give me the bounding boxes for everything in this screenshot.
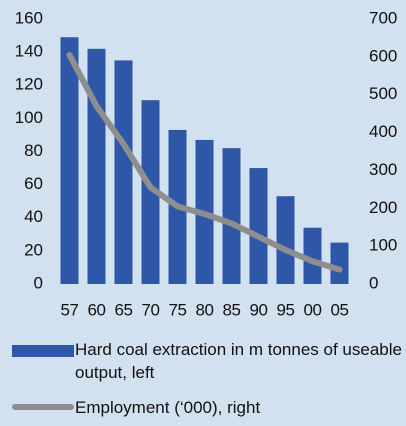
x-tick-label: 57 (61, 300, 79, 319)
bar (222, 148, 241, 284)
y-tick-label: 0 (34, 273, 43, 292)
bar (60, 37, 79, 284)
bar (87, 48, 106, 284)
y2-tick-label: 400 (369, 122, 397, 141)
y-tick-label: 80 (24, 141, 43, 160)
x-tick-label: 00 (304, 300, 322, 319)
bar (249, 168, 268, 284)
y2-tick-label: 700 (369, 8, 397, 27)
y-tick-label: 40 (24, 207, 43, 226)
x-tick-label: 70 (142, 300, 160, 319)
x-tick-label: 90 (250, 300, 268, 319)
legend-bar: Hard coal extraction in m tonnes of usea… (0, 338, 406, 388)
y-tick-label: 20 (24, 240, 43, 259)
y2-tick-label: 500 (369, 84, 397, 103)
x-tick-label: 80 (196, 300, 214, 319)
x-tick-label: 95 (277, 300, 295, 319)
x-tick-label: 05 (331, 300, 349, 319)
y-tick-label: 160 (15, 8, 43, 27)
y-tick-label: 60 (24, 174, 43, 193)
y2-tick-label: 300 (369, 160, 397, 179)
y2-tick-label: 100 (369, 236, 397, 255)
y-tick-label: 120 (15, 75, 43, 94)
line (66, 51, 343, 273)
y-tick-label: 140 (15, 42, 43, 61)
bar (141, 100, 160, 284)
legend-swatch (12, 345, 74, 357)
y2-tick-label: 0 (369, 273, 378, 292)
legend-swatch (12, 404, 74, 410)
legend-line: Employment (‘000), right (0, 396, 406, 420)
x-tick-label: 60 (88, 300, 106, 319)
x-tick-label: 85 (223, 300, 241, 319)
bar (276, 196, 295, 284)
bar (303, 227, 322, 284)
y2-tick-label: 600 (369, 46, 397, 65)
plot: 0204060801001201401600100200300400500600… (15, 8, 398, 319)
x-tick-label: 65 (115, 300, 133, 319)
y-tick-label: 100 (15, 108, 43, 127)
legend-label: Hard coal extraction in m tonnes of usea… (75, 340, 402, 382)
y2-tick-label: 200 (369, 198, 397, 217)
bar (330, 242, 349, 284)
x-tick-label: 75 (169, 300, 187, 319)
bar (114, 60, 133, 284)
legend-label: Employment (‘000), right (75, 398, 261, 417)
